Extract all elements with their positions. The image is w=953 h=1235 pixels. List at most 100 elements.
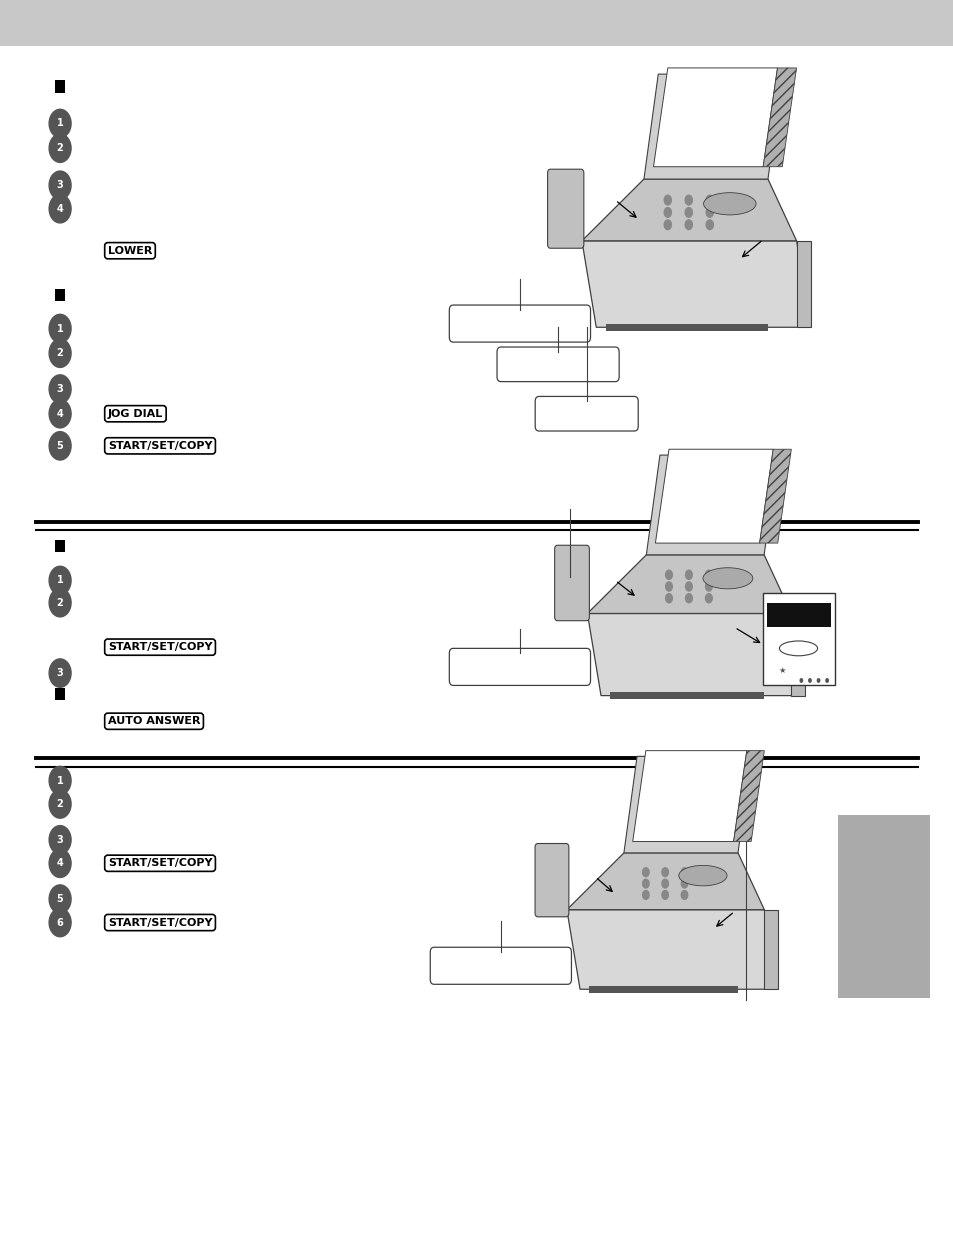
Circle shape: [50, 340, 71, 368]
Text: 3: 3: [56, 180, 64, 190]
Text: JOG DIAL: JOG DIAL: [108, 409, 163, 419]
Circle shape: [50, 170, 71, 200]
Circle shape: [50, 195, 71, 224]
Ellipse shape: [702, 193, 755, 215]
Circle shape: [704, 220, 713, 230]
Text: 4: 4: [56, 204, 64, 214]
Polygon shape: [581, 179, 796, 241]
Circle shape: [50, 589, 71, 616]
Circle shape: [684, 593, 692, 604]
Circle shape: [50, 432, 71, 461]
Circle shape: [662, 220, 671, 230]
FancyBboxPatch shape: [547, 169, 583, 248]
FancyBboxPatch shape: [430, 947, 571, 984]
Circle shape: [683, 206, 692, 217]
Text: 2: 2: [56, 799, 64, 809]
FancyBboxPatch shape: [449, 305, 590, 342]
Text: 2: 2: [56, 598, 64, 608]
Polygon shape: [759, 450, 791, 543]
Text: 1: 1: [56, 324, 64, 333]
Polygon shape: [581, 241, 810, 327]
Text: 3: 3: [56, 835, 64, 845]
Text: START/SET/COPY: START/SET/COPY: [108, 918, 213, 927]
Circle shape: [684, 582, 692, 592]
Polygon shape: [791, 614, 804, 695]
Text: 4: 4: [56, 858, 64, 868]
Bar: [0, 0, 953, 46]
Polygon shape: [653, 68, 777, 167]
Circle shape: [660, 867, 668, 877]
Bar: [55, 540, 65, 552]
Circle shape: [50, 909, 71, 936]
FancyBboxPatch shape: [497, 347, 618, 382]
Text: 2: 2: [56, 348, 64, 358]
Bar: [588, 986, 738, 993]
Circle shape: [660, 889, 668, 900]
Circle shape: [662, 206, 671, 217]
Text: 1: 1: [56, 576, 64, 585]
Polygon shape: [646, 456, 777, 555]
Circle shape: [824, 678, 828, 683]
Circle shape: [704, 569, 712, 580]
Polygon shape: [623, 756, 750, 853]
Polygon shape: [655, 450, 772, 543]
Text: 5: 5: [56, 441, 64, 451]
Bar: [55, 80, 65, 93]
Circle shape: [50, 400, 71, 427]
Text: START/SET/COPY: START/SET/COPY: [108, 642, 213, 652]
Text: 3: 3: [56, 384, 64, 394]
Polygon shape: [643, 74, 781, 179]
FancyBboxPatch shape: [535, 844, 568, 916]
Text: 5: 5: [56, 894, 64, 904]
Circle shape: [50, 826, 71, 855]
Circle shape: [641, 889, 649, 900]
Circle shape: [683, 220, 692, 230]
Bar: [605, 324, 767, 331]
Circle shape: [641, 878, 649, 889]
Polygon shape: [587, 555, 791, 614]
Circle shape: [50, 884, 71, 914]
Circle shape: [704, 593, 712, 604]
Polygon shape: [587, 614, 804, 695]
Text: 4: 4: [56, 409, 64, 419]
Polygon shape: [762, 68, 796, 167]
Circle shape: [684, 569, 692, 580]
Text: AUTO ANSWER: AUTO ANSWER: [108, 716, 200, 726]
Polygon shape: [796, 241, 810, 327]
Circle shape: [679, 867, 688, 877]
Text: START/SET/COPY: START/SET/COPY: [108, 441, 213, 451]
Text: 6: 6: [56, 918, 64, 927]
Circle shape: [641, 867, 649, 877]
Circle shape: [816, 678, 820, 683]
Circle shape: [50, 135, 71, 163]
Circle shape: [50, 850, 71, 877]
Bar: [55, 289, 65, 301]
Circle shape: [704, 582, 712, 592]
Circle shape: [679, 889, 688, 900]
Text: ★: ★: [778, 666, 785, 676]
Circle shape: [662, 195, 671, 205]
Bar: [55, 688, 65, 700]
Circle shape: [50, 314, 71, 342]
FancyBboxPatch shape: [449, 648, 590, 685]
Circle shape: [704, 206, 713, 217]
Ellipse shape: [779, 641, 817, 656]
Circle shape: [664, 593, 673, 604]
Circle shape: [799, 678, 802, 683]
Ellipse shape: [678, 866, 726, 885]
Text: 2: 2: [56, 143, 64, 153]
Text: START/SET/COPY: START/SET/COPY: [108, 858, 213, 868]
Circle shape: [660, 878, 668, 889]
Circle shape: [50, 790, 71, 819]
Circle shape: [50, 109, 71, 138]
FancyBboxPatch shape: [535, 396, 638, 431]
Polygon shape: [566, 910, 777, 989]
Circle shape: [50, 375, 71, 403]
Circle shape: [704, 195, 713, 205]
Polygon shape: [763, 910, 777, 989]
Circle shape: [50, 566, 71, 594]
Circle shape: [50, 766, 71, 795]
Polygon shape: [566, 853, 763, 910]
Polygon shape: [733, 751, 763, 841]
Circle shape: [679, 878, 688, 889]
